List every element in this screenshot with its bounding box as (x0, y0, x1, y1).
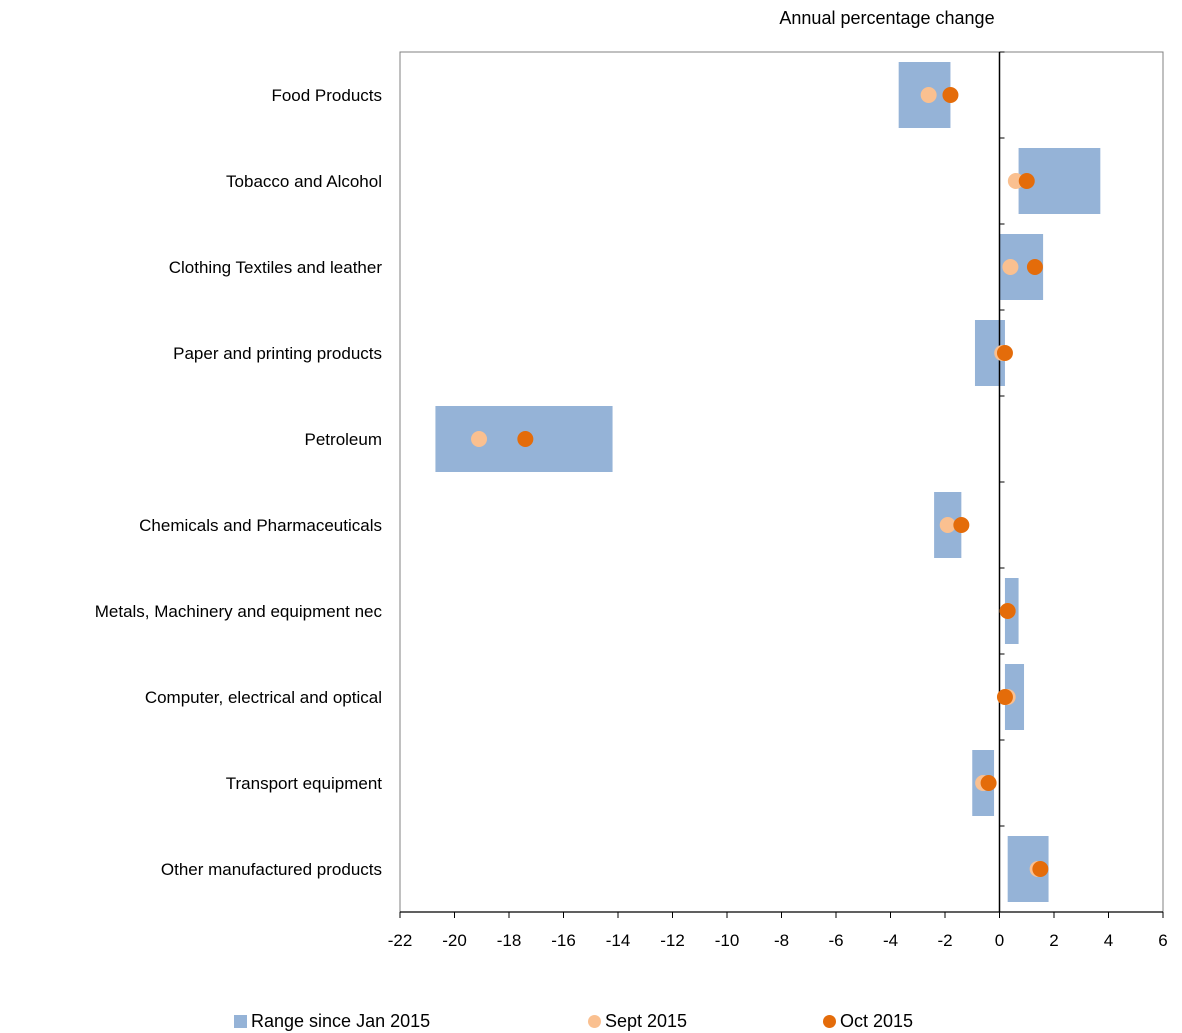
legend-label-sept: Sept 2015 (605, 1011, 688, 1031)
x-tick-label: -12 (660, 931, 685, 950)
x-tick-label: -10 (715, 931, 740, 950)
sept-point (920, 87, 937, 103)
category-label: Chemicals and Pharmaceuticals (139, 516, 382, 535)
legend-swatch-range (234, 1015, 247, 1028)
legend-label-range: Range since Jan 2015 (251, 1011, 431, 1031)
x-tick-label: -4 (883, 931, 898, 950)
x-tick-label: -22 (388, 931, 413, 950)
x-tick-label: -18 (497, 931, 522, 950)
legend-item-oct: Oct 2015 (823, 1011, 913, 1032)
category-label: Tobacco and Alcohol (226, 172, 382, 191)
legend-swatch-sept (588, 1015, 601, 1028)
oct-point (517, 431, 534, 447)
legend: Range since Jan 2015 Sept 2015 Oct 2015 (234, 1011, 994, 1033)
x-tick-label: 4 (1104, 931, 1113, 950)
category-label: Metals, Machinery and equipment nec (95, 602, 383, 621)
x-tick-label: -2 (937, 931, 952, 950)
oct-point (942, 87, 959, 103)
x-tick-label: -6 (828, 931, 843, 950)
sept-point (939, 517, 956, 533)
category-label: Food Products (271, 86, 382, 105)
category-label: Petroleum (305, 430, 382, 449)
x-tick-label: 2 (1049, 931, 1058, 950)
legend-swatch-oct (823, 1015, 836, 1028)
x-tick-label: -20 (442, 931, 467, 950)
category-label: Other manufactured products (161, 860, 382, 879)
category-label: Clothing Textiles and leather (169, 258, 383, 277)
legend-item-range: Range since Jan 2015 (234, 1011, 430, 1032)
category-label: Transport equipment (226, 774, 383, 793)
oct-point (1026, 259, 1043, 275)
x-tick-label: -14 (606, 931, 631, 950)
oct-point (980, 775, 997, 791)
oct-point (1018, 173, 1035, 189)
oct-point (999, 603, 1016, 619)
sept-point (471, 431, 488, 447)
oct-point (996, 689, 1013, 705)
legend-item-sept: Sept 2015 (588, 1011, 687, 1032)
legend-label-oct: Oct 2015 (840, 1011, 914, 1031)
category-label: Paper and printing products (173, 344, 382, 363)
x-tick-label: -8 (774, 931, 789, 950)
chart-title: Annual percentage change (779, 8, 994, 28)
oct-point (1032, 861, 1049, 877)
x-tick-label: -16 (551, 931, 576, 950)
x-tick-label: 0 (995, 931, 1004, 950)
x-tick-label: 6 (1158, 931, 1167, 950)
category-label: Computer, electrical and optical (145, 688, 382, 707)
sept-point (1002, 259, 1019, 275)
oct-point (953, 517, 970, 533)
oct-point (996, 345, 1013, 361)
